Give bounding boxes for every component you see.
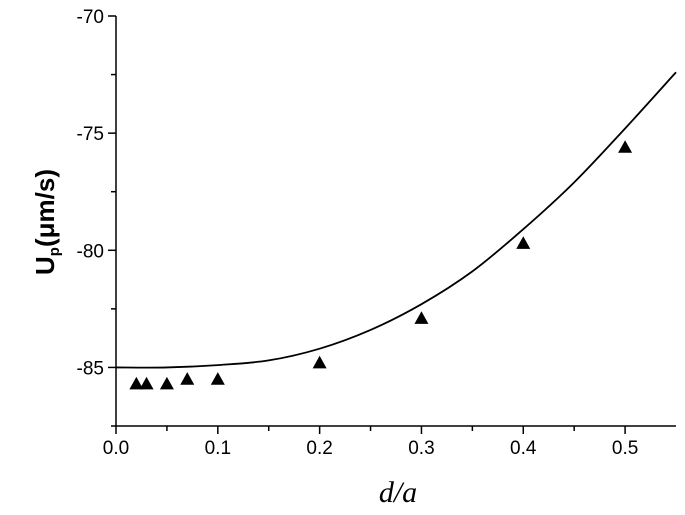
data-point [139,376,154,390]
x-tick-label: 0.2 [306,438,332,459]
y-axis-label: Up(μm/s) [30,169,63,275]
y-tick-label: -70 [77,7,104,28]
x-ticks: 0.0 0.1 0.2 0.3 0.4 0.5 [103,426,638,459]
data-point [210,372,225,385]
data-point [159,376,174,390]
data-points [129,140,633,390]
x-tick-label: 0.4 [510,438,537,459]
y-ticks: -70 -75 -80 -85 [77,7,116,427]
x-tick-label: 0.1 [205,438,231,459]
data-point [414,311,429,324]
y-tick-label: -85 [77,358,104,379]
data-point [618,140,633,153]
fit-curve-line [115,71,677,369]
y-axis-label-main: U [30,256,60,275]
x-axis-label: d/a [379,476,417,509]
fit-curve [115,71,677,369]
y-tick-label: -75 [77,124,104,145]
y-tick-label: -80 [77,241,104,262]
x-tick-label: 0.3 [408,438,434,459]
x-tick-label: 0.5 [612,438,638,459]
data-point [516,236,531,249]
data-point [180,372,195,385]
data-point [129,376,144,390]
plot-axes [115,16,676,427]
y-axis-label-unit: (μm/s) [30,169,60,247]
x-tick-label: 0.0 [103,438,129,459]
y-axis-label-sub: p [46,247,63,256]
data-point [312,355,327,369]
